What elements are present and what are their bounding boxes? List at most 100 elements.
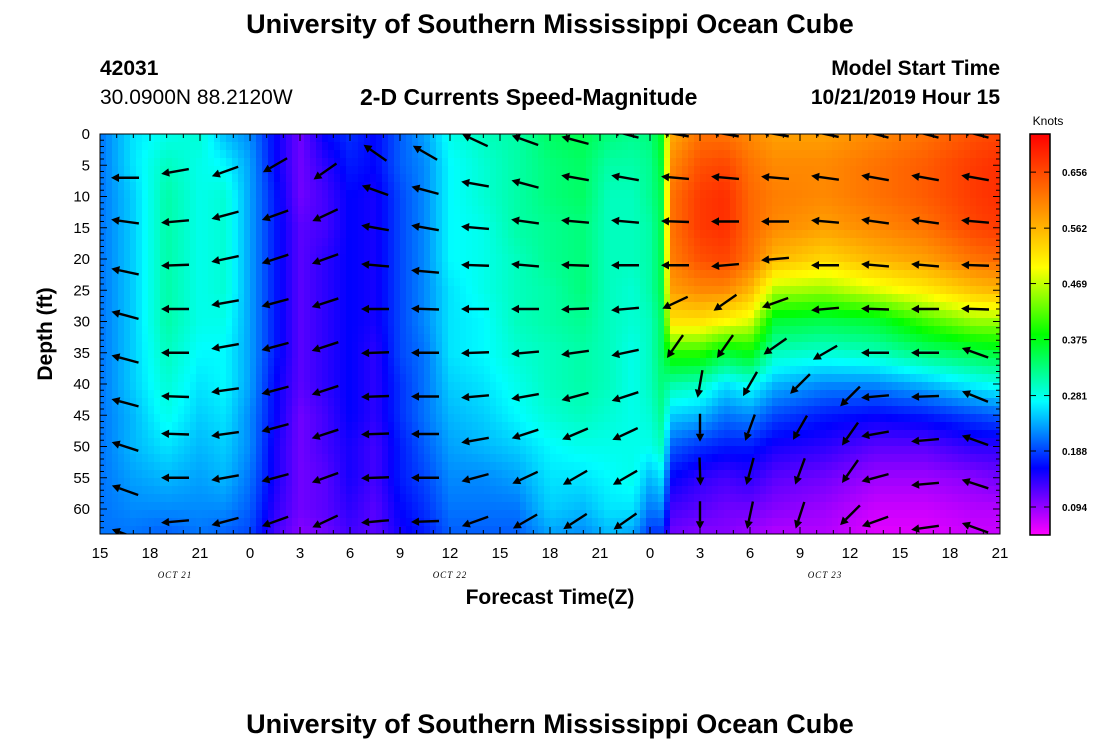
heatmap-cell xyxy=(652,462,659,471)
heatmap-cell xyxy=(100,174,107,183)
heatmap-cell xyxy=(280,398,287,407)
heatmap-cell xyxy=(376,406,383,415)
heatmap-cell xyxy=(562,502,569,511)
heatmap-cell xyxy=(274,230,281,239)
heatmap-cell xyxy=(286,454,293,463)
heatmap-cell xyxy=(298,206,305,215)
heatmap-cell xyxy=(550,494,557,503)
heatmap-cell xyxy=(640,318,647,327)
heatmap-cell xyxy=(604,398,611,407)
heatmap-cell xyxy=(148,246,155,255)
heatmap-cell xyxy=(484,478,491,487)
heatmap-cell xyxy=(496,470,503,479)
heatmap-cell xyxy=(586,310,593,319)
heatmap-cell xyxy=(406,294,413,303)
heatmap-cell xyxy=(478,502,485,511)
heatmap-cell xyxy=(670,406,677,415)
heatmap-cell xyxy=(274,382,281,391)
heatmap-cell xyxy=(316,526,323,534)
heatmap-cell xyxy=(670,366,677,375)
heatmap-cell xyxy=(640,246,647,255)
heatmap-cell xyxy=(304,222,311,231)
heatmap-cell xyxy=(580,350,587,359)
heatmap-cell xyxy=(334,158,341,167)
heatmap-cell xyxy=(334,414,341,423)
heatmap-cell xyxy=(340,366,347,375)
heatmap-cell xyxy=(172,462,179,471)
heatmap-cell xyxy=(208,174,215,183)
heatmap-cell xyxy=(628,206,635,215)
heatmap-cell xyxy=(130,278,137,287)
heatmap-cell xyxy=(142,518,149,527)
heatmap-cell xyxy=(178,462,185,471)
heatmap-cell xyxy=(178,238,185,247)
heatmap-cell xyxy=(268,230,275,239)
heatmap-cell xyxy=(178,134,185,143)
heatmap-cell xyxy=(202,494,209,503)
heatmap-cell xyxy=(304,310,311,319)
heatmap-cell xyxy=(556,206,563,215)
heatmap-cell xyxy=(532,486,539,495)
heatmap-cell xyxy=(436,414,443,423)
heatmap-cell xyxy=(406,454,413,463)
heatmap-cell xyxy=(526,342,533,351)
heatmap-cell xyxy=(166,174,173,183)
heatmap-cell xyxy=(250,470,257,479)
heatmap-cell xyxy=(550,430,557,439)
heatmap-cell xyxy=(496,446,503,455)
heatmap-cell xyxy=(646,294,653,303)
heatmap-cell xyxy=(562,486,569,495)
heatmap-cell xyxy=(418,254,425,263)
heatmap-cell xyxy=(394,406,401,415)
heatmap-cell xyxy=(154,382,161,391)
heatmap-cell xyxy=(130,430,137,439)
heatmap-cell xyxy=(196,502,203,511)
heatmap-cell xyxy=(178,414,185,423)
heatmap-cell xyxy=(334,190,341,199)
heatmap-cell xyxy=(514,414,521,423)
heatmap-cell xyxy=(400,182,407,191)
heatmap-cell xyxy=(508,166,515,175)
heatmap-cell xyxy=(334,246,341,255)
heatmap-cell xyxy=(538,254,545,263)
heatmap-cell xyxy=(472,294,479,303)
heatmap-cell xyxy=(166,486,173,495)
heatmap-cell xyxy=(136,398,143,407)
heatmap-cell xyxy=(574,214,581,223)
heatmap-cell xyxy=(232,438,239,447)
heatmap-cell xyxy=(442,190,449,199)
heatmap-cell xyxy=(586,214,593,223)
heatmap-cell xyxy=(532,278,539,287)
heatmap-cell xyxy=(484,214,491,223)
heatmap-cell xyxy=(166,502,173,511)
heatmap-cell xyxy=(412,302,419,311)
heatmap-cell xyxy=(568,502,575,511)
heatmap-cell xyxy=(382,206,389,215)
heatmap-cell xyxy=(358,486,365,495)
heatmap-cell xyxy=(460,454,467,463)
heatmap-cell xyxy=(172,246,179,255)
heatmap-cell xyxy=(160,302,167,311)
heatmap-cell xyxy=(670,502,677,511)
heatmap-cell xyxy=(250,430,257,439)
heatmap-cell xyxy=(280,310,287,319)
heatmap-cell xyxy=(676,454,683,463)
heatmap-cell xyxy=(370,158,377,167)
heatmap-cell xyxy=(388,206,395,215)
heatmap-cell xyxy=(466,174,473,183)
heatmap-cell xyxy=(550,446,557,455)
heatmap-cell xyxy=(544,366,551,375)
heatmap-cell xyxy=(640,518,647,527)
heatmap-cell xyxy=(406,382,413,391)
heatmap-cell xyxy=(670,230,677,239)
heatmap-cell xyxy=(172,390,179,399)
heatmap-cell xyxy=(100,382,107,391)
heatmap-cell xyxy=(154,398,161,407)
heatmap-cell xyxy=(256,526,263,534)
heatmap-cell xyxy=(226,206,233,215)
heatmap-cell xyxy=(304,182,311,191)
heatmap-cell xyxy=(532,142,539,151)
heatmap-cell xyxy=(562,182,569,191)
heatmap-cell xyxy=(100,206,107,215)
heatmap-cell xyxy=(442,406,449,415)
